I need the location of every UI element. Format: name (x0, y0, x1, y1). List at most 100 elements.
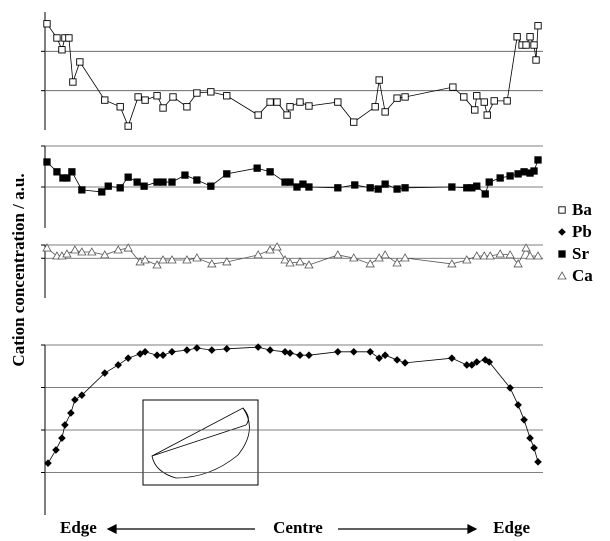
marker (223, 170, 231, 178)
marker (265, 245, 275, 254)
marker (43, 20, 51, 28)
marker (78, 391, 86, 399)
marker (534, 156, 542, 164)
marker (305, 183, 313, 191)
marker (449, 83, 457, 91)
marker (266, 98, 274, 106)
marker (67, 409, 75, 417)
marker (526, 434, 534, 442)
marker (393, 356, 401, 364)
marker (136, 350, 144, 358)
marker (58, 434, 66, 442)
marker (193, 176, 201, 184)
arrows (106, 524, 478, 534)
marker (401, 184, 409, 192)
marker (76, 58, 84, 66)
marker (280, 255, 290, 264)
marker (520, 416, 528, 424)
marker (183, 346, 191, 354)
marker (192, 253, 202, 262)
marker (381, 108, 389, 116)
marker (193, 344, 201, 352)
marker (273, 98, 281, 106)
marker (463, 361, 471, 369)
marker (472, 358, 481, 366)
marker (365, 259, 375, 268)
marker (141, 348, 149, 356)
marker (381, 351, 389, 359)
marker (401, 359, 409, 367)
marker (181, 171, 189, 179)
marker (530, 41, 538, 49)
marker (253, 250, 263, 259)
marker (52, 446, 60, 454)
marker (371, 103, 379, 111)
marker (254, 111, 262, 119)
marker (295, 257, 305, 266)
marker (100, 250, 110, 259)
marker (380, 250, 390, 259)
marker (520, 168, 528, 176)
marker (124, 354, 132, 362)
marker (153, 92, 161, 100)
marker (42, 243, 52, 252)
marker (286, 349, 294, 357)
x-label-centre: Centre (273, 518, 323, 537)
marker (460, 93, 468, 101)
marker (159, 351, 167, 359)
marker (350, 118, 358, 126)
marker (207, 259, 217, 268)
marker (116, 184, 124, 192)
marker (63, 174, 71, 182)
marker (77, 247, 87, 256)
marker (558, 250, 566, 258)
marker (44, 459, 52, 467)
marker (514, 401, 522, 409)
marker (557, 271, 567, 280)
marker (366, 184, 374, 192)
marker (471, 106, 479, 114)
marker (140, 182, 148, 190)
marker (374, 185, 382, 193)
marker (104, 182, 112, 190)
marker (448, 183, 456, 191)
marker (530, 167, 538, 175)
marker (514, 170, 522, 178)
marker (153, 351, 161, 359)
marker (506, 172, 514, 180)
marker (467, 361, 476, 369)
series-line (46, 23, 539, 128)
marker (58, 46, 66, 54)
marker (254, 343, 262, 351)
marker (53, 34, 61, 42)
marker (152, 260, 162, 269)
marker (490, 97, 498, 105)
marker (366, 348, 374, 356)
marker (286, 103, 294, 111)
marker (479, 251, 489, 260)
legend-label: Ca (572, 266, 593, 285)
marker (503, 97, 511, 105)
marker (114, 361, 123, 369)
marker (305, 351, 313, 359)
marker (505, 250, 515, 259)
marker (534, 458, 542, 466)
x-label-right: Edge (493, 518, 530, 537)
marker (334, 348, 342, 356)
marker (182, 255, 192, 264)
marker (159, 104, 167, 112)
marker (124, 173, 132, 181)
marker (168, 178, 176, 186)
marker (393, 185, 401, 193)
marker (558, 228, 566, 236)
marker (401, 93, 409, 101)
marker (285, 258, 295, 267)
marker (87, 247, 97, 256)
marker (61, 421, 69, 429)
marker (53, 168, 61, 176)
marker (506, 384, 514, 392)
marker (525, 251, 535, 260)
marker (100, 369, 109, 377)
marker (333, 250, 343, 259)
marker (381, 180, 389, 188)
